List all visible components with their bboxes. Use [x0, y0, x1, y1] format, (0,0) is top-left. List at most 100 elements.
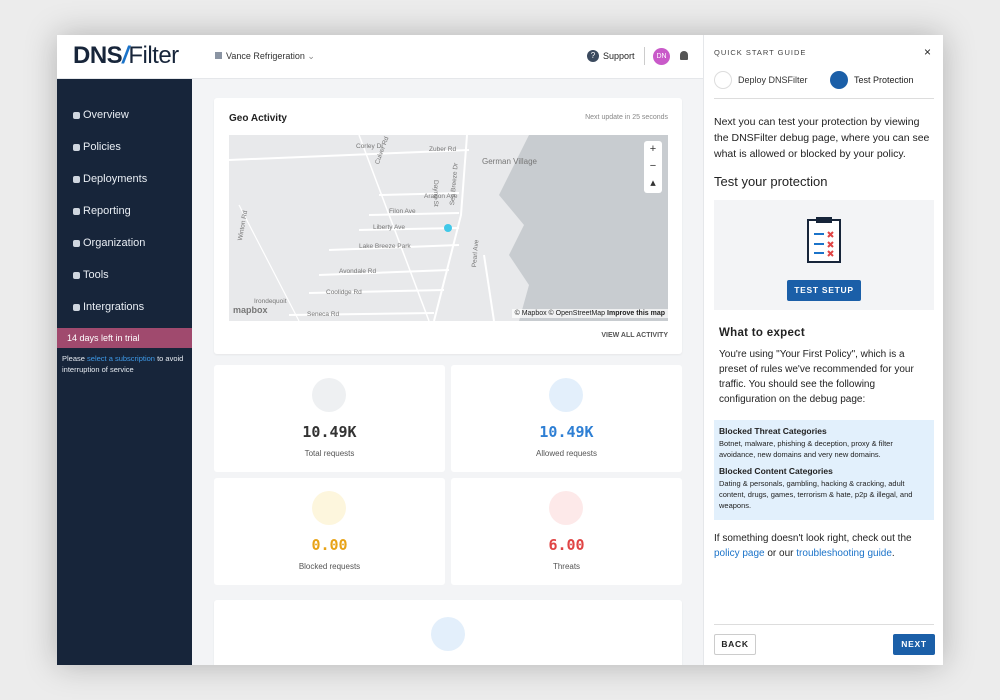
sidebar: Overview Policies Deployments Reporting Orga… — [57, 79, 192, 665]
stat-value: 6.00 — [548, 536, 585, 554]
nav-icon — [73, 144, 80, 151]
test-box: TEST SETUP — [714, 200, 934, 310]
geo-card: Geo Activity Next update in 25 seconds C… — [214, 98, 682, 354]
tab[interactable]: Test Protection — [854, 75, 914, 85]
mapbox-logo[interactable]: mapbox — [233, 305, 268, 315]
zoom-controls[interactable]: + − ▴ — [644, 141, 662, 193]
stat-card: 10.49K Allowed requests — [451, 365, 682, 472]
stat-value: 10.49K — [539, 423, 594, 441]
next-button[interactable]: NEXT — [893, 634, 935, 655]
update-note: Next update in 25 seconds — [585, 114, 668, 121]
intro-text: Next you can test your protection by vie… — [714, 116, 930, 160]
view-all-link[interactable]: VIEW ALL ACTIVITY — [601, 332, 668, 339]
support-link[interactable]: Support — [603, 51, 635, 61]
nav-item[interactable]: Organization — [83, 237, 146, 249]
stat-card: 0.00 Blocked requests — [214, 478, 445, 585]
nav-icon — [73, 272, 80, 279]
stat-value: 10.49K — [302, 423, 357, 441]
nav-item[interactable]: Overview — [83, 109, 129, 121]
test-setup-button[interactable]: TEST SETUP — [787, 280, 861, 301]
lock-icon — [714, 71, 732, 89]
map-label: Liberty Ave — [373, 224, 406, 231]
guide-title: QUICK START GUIDE — [714, 48, 807, 57]
stat-card: 10.49K Total requests — [214, 365, 445, 472]
nav-icon — [73, 112, 80, 119]
stat-label: Total requests — [304, 449, 355, 458]
category-text: Dating & personals, gambling, hacking & … — [719, 479, 913, 510]
active-tab-icon — [830, 71, 848, 89]
section-heading: Test your protection — [714, 174, 828, 189]
nav-icon — [73, 208, 80, 215]
divider — [714, 624, 934, 625]
tab[interactable]: Deploy DNSFilter — [738, 75, 808, 85]
troubleshooting-link[interactable]: troubleshooting guide — [796, 548, 892, 559]
nav-item[interactable]: Tools — [83, 269, 109, 281]
nav-icon — [73, 304, 80, 311]
map-label: Coolidge Rd — [326, 289, 362, 296]
improve-link[interactable]: Improve this map — [607, 310, 665, 317]
category-text: Botnet, malware, phishing & deception, p… — [719, 439, 893, 459]
text: to avoid interruption of service — [62, 354, 184, 374]
app-window: DNS/Filter Vance Refrigeration ⌄ ? Suppo… — [57, 35, 943, 665]
map-label: Lake Breeze Park — [359, 243, 411, 250]
stat-card: 6.00 Threats — [451, 478, 682, 585]
avatar[interactable]: DN — [653, 48, 670, 65]
icon-circle — [312, 378, 346, 412]
category-heading: Blocked Threat Categories — [719, 426, 827, 436]
map-label: Seneca Rd — [307, 311, 340, 318]
icon-circle — [431, 617, 465, 651]
extra-card — [214, 600, 682, 665]
clipboard-icon — [807, 217, 841, 263]
icon-circle — [549, 378, 583, 412]
divider — [644, 47, 645, 65]
nav-item[interactable]: Intergrations — [83, 301, 145, 313]
trial-banner: 14 days left in trial — [57, 328, 192, 348]
map-label: Dayne St — [432, 180, 439, 207]
map-label: Filon Ave — [389, 208, 416, 215]
org-name: Vance Refrigeration — [226, 51, 305, 61]
map-label: Corley Dr — [356, 143, 384, 150]
text: © Mapbox © OpenStreetMap — [514, 310, 606, 317]
nav-item[interactable]: Deployments — [83, 173, 148, 185]
subscription-link[interactable]: select a subscription — [87, 354, 155, 363]
back-button[interactable]: BACK — [714, 634, 756, 655]
card-title: Geo Activity — [229, 113, 287, 124]
map-label: Aragon Ave — [424, 193, 458, 200]
text: or our — [764, 548, 797, 559]
nav-icon — [73, 176, 80, 183]
top-bar: DNS/Filter Vance Refrigeration ⌄ ? Suppo… — [57, 35, 703, 79]
logo-text: Filter — [128, 42, 179, 69]
text: Please — [62, 354, 88, 363]
close-button[interactable]: × — [924, 45, 932, 59]
map-label: Avondale Rd — [339, 268, 377, 275]
footer-text: If something doesn't look right, check o… — [714, 531, 936, 561]
map-label: Zuber Rd — [429, 146, 457, 153]
icon-circle — [312, 491, 346, 525]
nav-icon — [73, 240, 80, 247]
text: If something doesn't look right, check o… — [714, 533, 912, 544]
map-label: Irondequoit — [254, 298, 287, 305]
logo-text: DNS — [73, 42, 123, 69]
logo[interactable]: DNS/Filter — [73, 42, 179, 69]
stat-label: Threats — [552, 562, 581, 571]
categories-box: Blocked Threat Categories Botnet, malwar… — [714, 420, 934, 520]
trial-note: Please select a subscription to avoid in… — [62, 353, 190, 375]
stat-label: Allowed requests — [536, 449, 597, 458]
nav-item[interactable]: Policies — [83, 141, 121, 153]
expect-text: You're using "Your First Policy", which … — [719, 349, 914, 405]
org-switcher[interactable]: Vance Refrigeration ⌄ — [215, 51, 315, 62]
bell-icon[interactable] — [680, 51, 688, 60]
map[interactable]: Corley Dr Zuber Rd German Village Culver Rd… — [229, 135, 668, 321]
map-label: German Village — [482, 157, 537, 166]
section-heading: What to expect — [719, 327, 805, 339]
text: . — [891, 548, 895, 559]
support-icon: ? — [587, 50, 599, 62]
stat-label: Blocked requests — [298, 562, 361, 571]
nav-item[interactable]: Reporting — [83, 205, 131, 217]
attribution: © Mapbox © OpenStreetMap Improve this ma… — [511, 309, 668, 318]
policy-link[interactable]: policy page — [714, 548, 765, 559]
guide-panel: QUICK START GUIDE × Deploy DNSFilter Tes… — [703, 35, 943, 665]
divider — [714, 98, 934, 99]
category-heading: Blocked Content Categories — [719, 466, 833, 476]
